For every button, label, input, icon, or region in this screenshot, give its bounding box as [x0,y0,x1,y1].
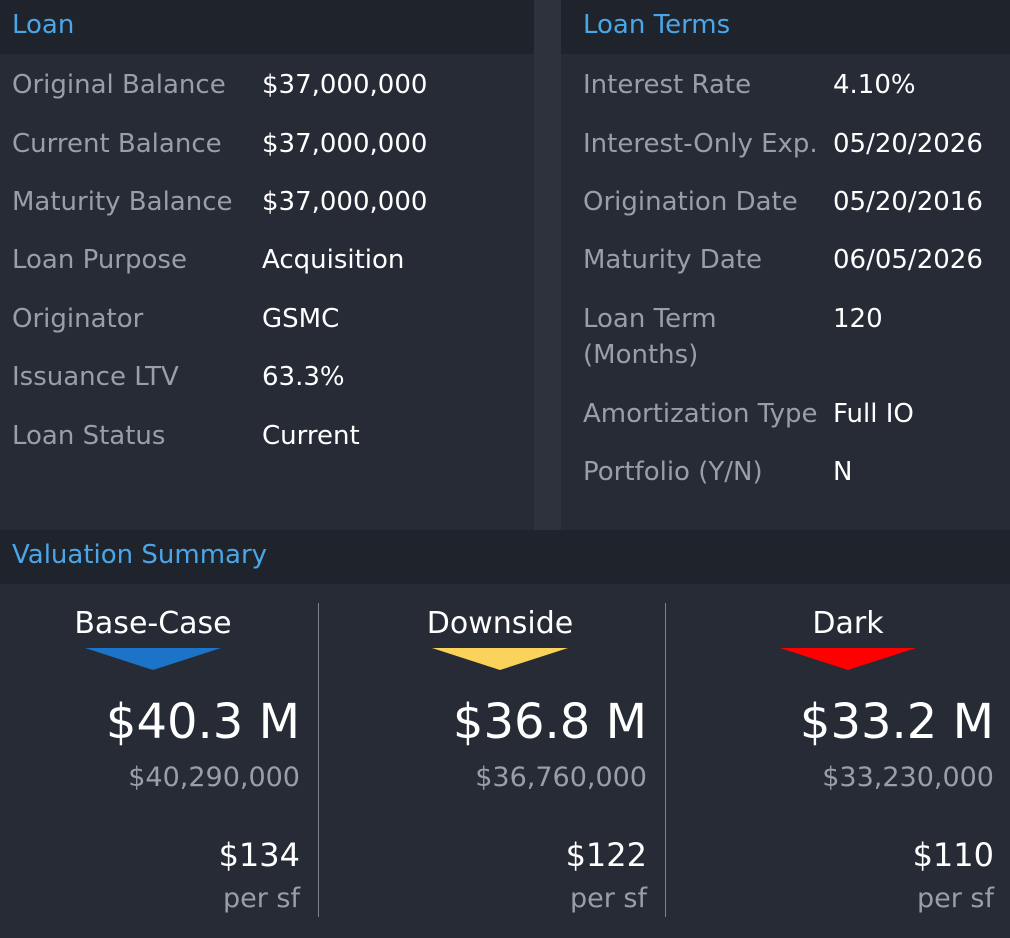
row-label: Issuance LTV [12,362,179,392]
row-label: Original Balance [12,70,226,100]
row-label: Loan Purpose [12,245,187,275]
scenario-value-exact: $40,290,000 [128,762,300,793]
row-label: Maturity Date [583,245,762,275]
scenario-per-sf-unit: per sf [916,883,994,914]
column-divider [665,603,666,917]
scenario-name: Downside [426,606,574,641]
row-value: 4.10% [833,70,916,100]
row-value: GSMC [262,304,340,334]
scenario-value-exact: $36,760,000 [475,762,647,793]
row-value: $37,000,000 [262,70,428,100]
row-value: Current [262,421,360,451]
scenario-per-sf: $122 [565,836,647,874]
row-value: 06/05/2026 [833,245,983,275]
row-value: Full IO [833,399,914,429]
row-label-line2: (Months) [583,340,699,370]
row-value: $37,000,000 [262,129,428,159]
row-value: 63.3% [262,362,345,392]
row-label: Origination Date [583,187,798,217]
scenario-value-short: $40.3 M [105,694,300,750]
row-label: Loan Term [583,304,717,334]
column-divider [318,603,319,917]
scenario-name: Dark [812,606,884,641]
row-value: 05/20/2026 [833,129,983,159]
scenario-per-sf-unit: per sf [222,883,300,914]
scenario-marker-icon [85,648,221,670]
scenario-value-short: $33.2 M [799,694,994,750]
row-value: Acquisition [262,245,405,275]
row-value: 120 [833,304,883,334]
row-label: Loan Status [12,421,166,451]
scenario-marker-icon [432,648,568,670]
valuation-summary-title: Valuation Summary [0,530,1010,584]
panel-gap [534,0,561,530]
loan-panel-title: Loan [0,0,534,54]
scenario-per-sf: $134 [218,836,300,874]
scenario-value-exact: $33,230,000 [822,762,994,793]
row-label: Portfolio (Y/N) [583,457,763,487]
loan-terms-panel-title: Loan Terms [561,0,1010,54]
scenario-per-sf-unit: per sf [569,883,647,914]
row-value: 05/20/2016 [833,187,983,217]
row-value: N [833,457,853,487]
row-label: Maturity Balance [12,187,233,217]
row-label: Interest-Only Exp. [583,129,818,159]
scenario-per-sf: $110 [912,836,994,874]
scenario-value-short: $36.8 M [452,694,647,750]
scenario-name: Base-Case [74,606,232,641]
row-label: Current Balance [12,129,222,159]
scenario-marker-icon [780,648,916,670]
row-label: Interest Rate [583,70,752,100]
row-label: Originator [12,304,144,334]
row-value: $37,000,000 [262,187,428,217]
row-label: Amortization Type [583,399,818,429]
